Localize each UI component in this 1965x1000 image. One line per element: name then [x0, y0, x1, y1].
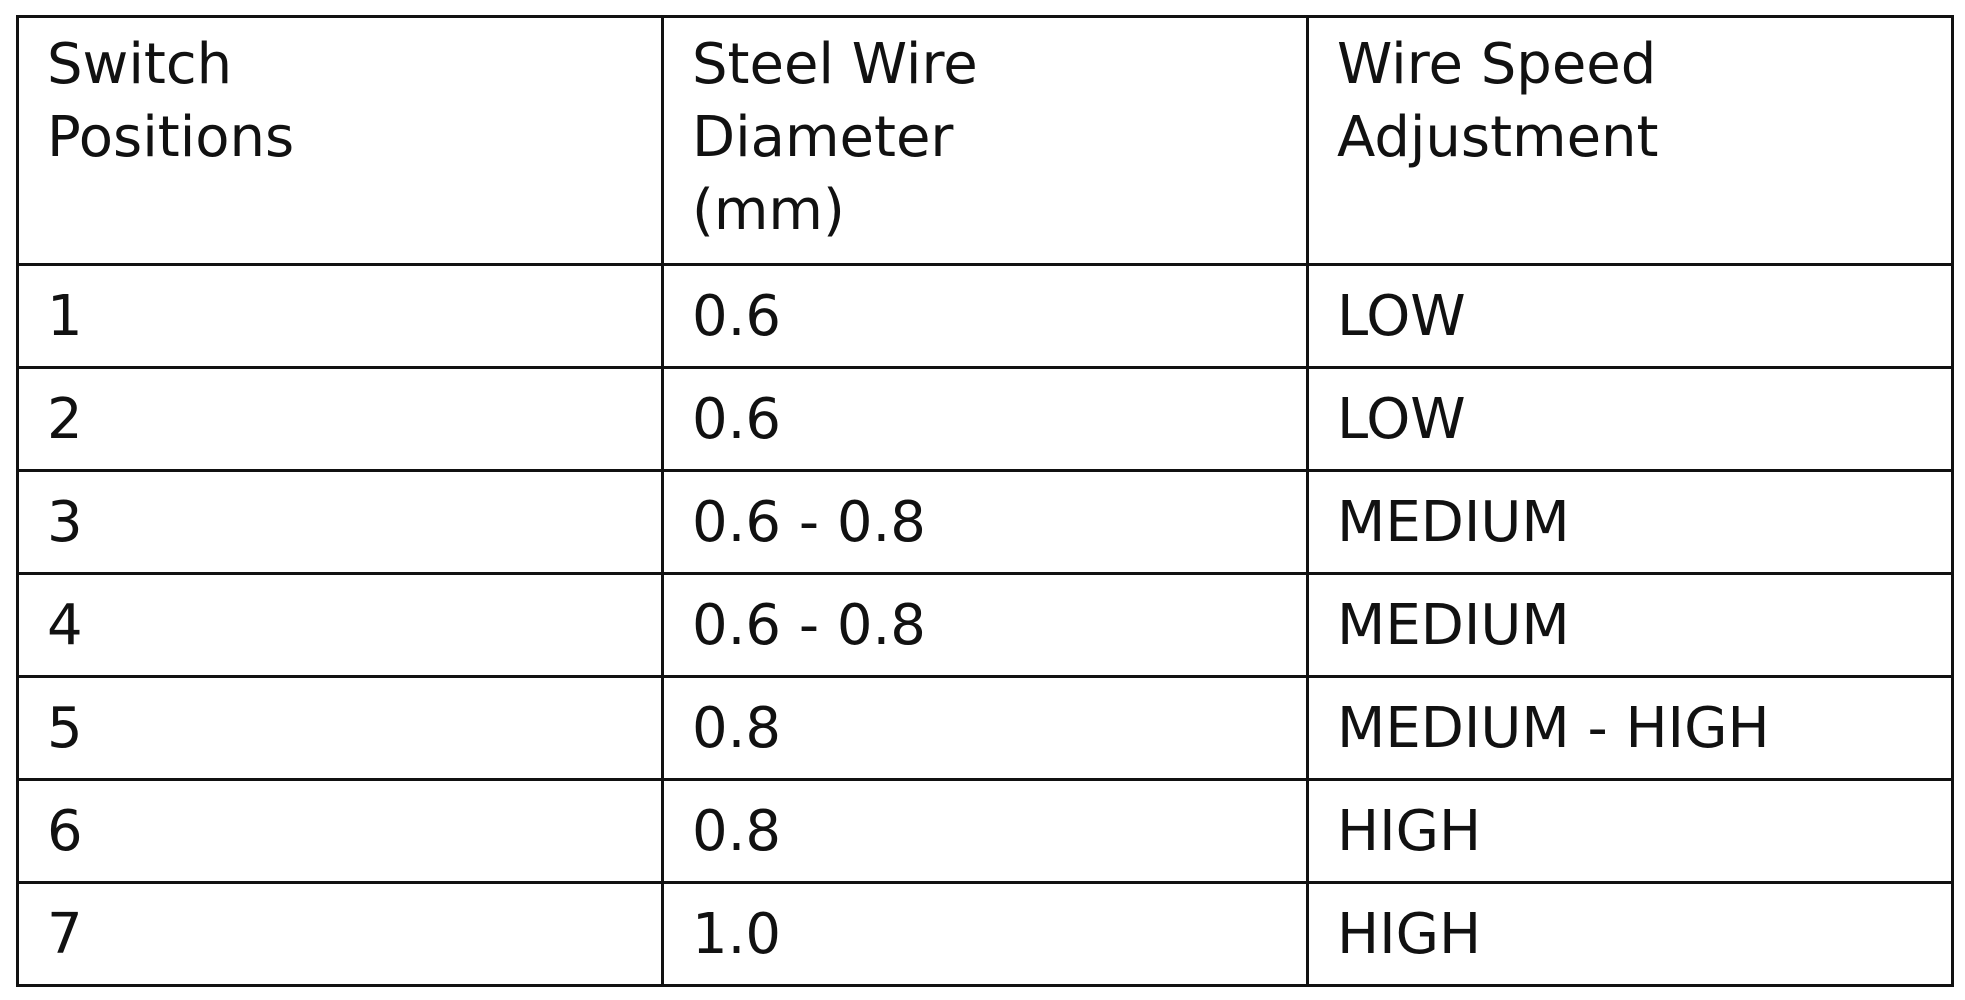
- table-row: 2 0.6 LOW: [16, 366, 1954, 472]
- table-cell: 7: [16, 881, 664, 987]
- table-cell: HIGH: [1306, 881, 1954, 987]
- table-row: 3 0.6 - 0.8 MEDIUM: [16, 469, 1954, 575]
- table-cell: 0.6: [661, 263, 1309, 369]
- table-cell: MEDIUM: [1306, 572, 1954, 678]
- table-cell: MEDIUM: [1306, 469, 1954, 575]
- table-cell: 0.6: [661, 366, 1309, 472]
- table-cell: LOW: [1306, 263, 1954, 369]
- table-cell: 3: [16, 469, 664, 575]
- table-cell: 4: [16, 572, 664, 678]
- table-cell: 1.0: [661, 881, 1309, 987]
- table-cell: 0.8: [661, 675, 1309, 781]
- table-row: 5 0.8 MEDIUM - HIGH: [16, 675, 1954, 781]
- header-cell: Wire Speed Adjustment: [1306, 15, 1954, 266]
- table-cell: HIGH: [1306, 778, 1954, 884]
- data-table: Switch Positions Steel Wire Diameter (mm)…: [16, 15, 1954, 987]
- table-cell: 0.6 - 0.8: [661, 469, 1309, 575]
- table-cell: 2: [16, 366, 664, 472]
- table-cell: 0.8: [661, 778, 1309, 884]
- table-row: 7 1.0 HIGH: [16, 881, 1954, 987]
- table-row: 1 0.6 LOW: [16, 263, 1954, 369]
- header-cell: Switch Positions: [16, 15, 664, 266]
- table-row: 6 0.8 HIGH: [16, 778, 1954, 884]
- table-cell: 6: [16, 778, 664, 884]
- table-body: 1 0.6 LOW 2 0.6 LOW 3 0.6 - 0.8 MEDIUM 4 0.6 - 0.8…: [16, 263, 1954, 987]
- header-cell: Steel Wire Diameter (mm): [661, 15, 1309, 266]
- table-cell: 5: [16, 675, 664, 781]
- header-row: Switch Positions Steel Wire Diameter (mm)…: [16, 15, 1954, 266]
- table-row: 4 0.6 - 0.8 MEDIUM: [16, 572, 1954, 678]
- table-cell: 0.6 - 0.8: [661, 572, 1309, 678]
- table-cell: LOW: [1306, 366, 1954, 472]
- table-cell: MEDIUM - HIGH: [1306, 675, 1954, 781]
- table-cell: 1: [16, 263, 664, 369]
